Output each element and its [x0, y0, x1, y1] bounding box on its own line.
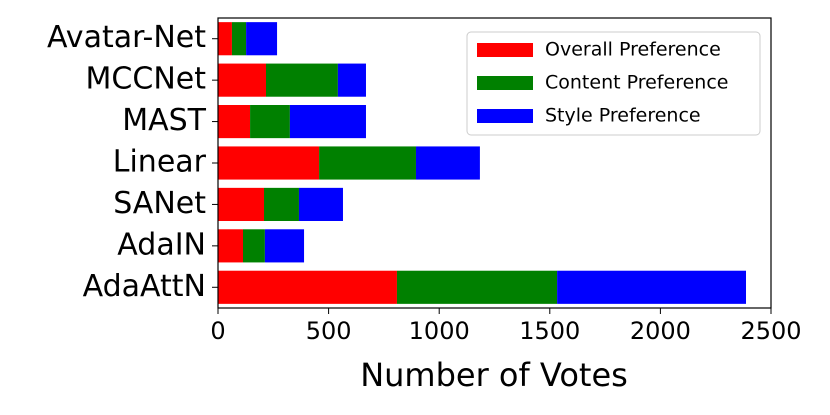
bar: [218, 187, 265, 221]
x-tick-label: 2000: [630, 317, 691, 345]
bar: [231, 22, 247, 56]
x-tick-label: 1000: [409, 317, 470, 345]
bar: [298, 187, 343, 221]
bar: [246, 22, 278, 56]
bar: [218, 229, 243, 263]
x-axis-label: Number of Votes: [360, 356, 628, 394]
bar: [218, 22, 232, 56]
bar: [557, 270, 747, 304]
bar: [396, 270, 558, 304]
bar: [266, 63, 338, 97]
legend-box: [466, 31, 761, 136]
x-tick-label: 2500: [740, 317, 801, 345]
bar: [289, 105, 366, 139]
legend-label: Overall Preference: [545, 39, 721, 61]
bar: [218, 63, 267, 97]
bar: [242, 229, 265, 263]
bar: [250, 105, 290, 139]
bar: [218, 270, 397, 304]
legend-swatch: [477, 109, 533, 123]
legend-label: Style Preference: [545, 105, 701, 127]
x-tick-label: 1500: [519, 317, 580, 345]
y-tick-label: MCCNet: [86, 62, 207, 97]
x-tick-label: 0: [210, 317, 225, 345]
y-tick-label: SANet: [113, 186, 206, 221]
plot-frame: [217, 17, 772, 309]
bar: [264, 187, 299, 221]
y-tick-label: AdaIN: [117, 227, 206, 262]
bar: [319, 146, 416, 180]
legend-swatch: [477, 43, 533, 57]
bar: [337, 63, 366, 97]
bar: [415, 146, 480, 180]
legend-swatch: [477, 76, 533, 90]
legend-label: Content Preference: [545, 72, 728, 94]
bar: [264, 229, 305, 263]
y-tick-label: AdaAttN: [83, 269, 206, 304]
bar: [218, 146, 320, 180]
bar: [218, 105, 251, 139]
y-tick-label: Avatar-Net: [47, 20, 206, 55]
y-tick-label: MAST: [122, 103, 206, 138]
y-tick-label: Linear: [113, 145, 207, 180]
x-tick-label: 500: [306, 317, 352, 345]
